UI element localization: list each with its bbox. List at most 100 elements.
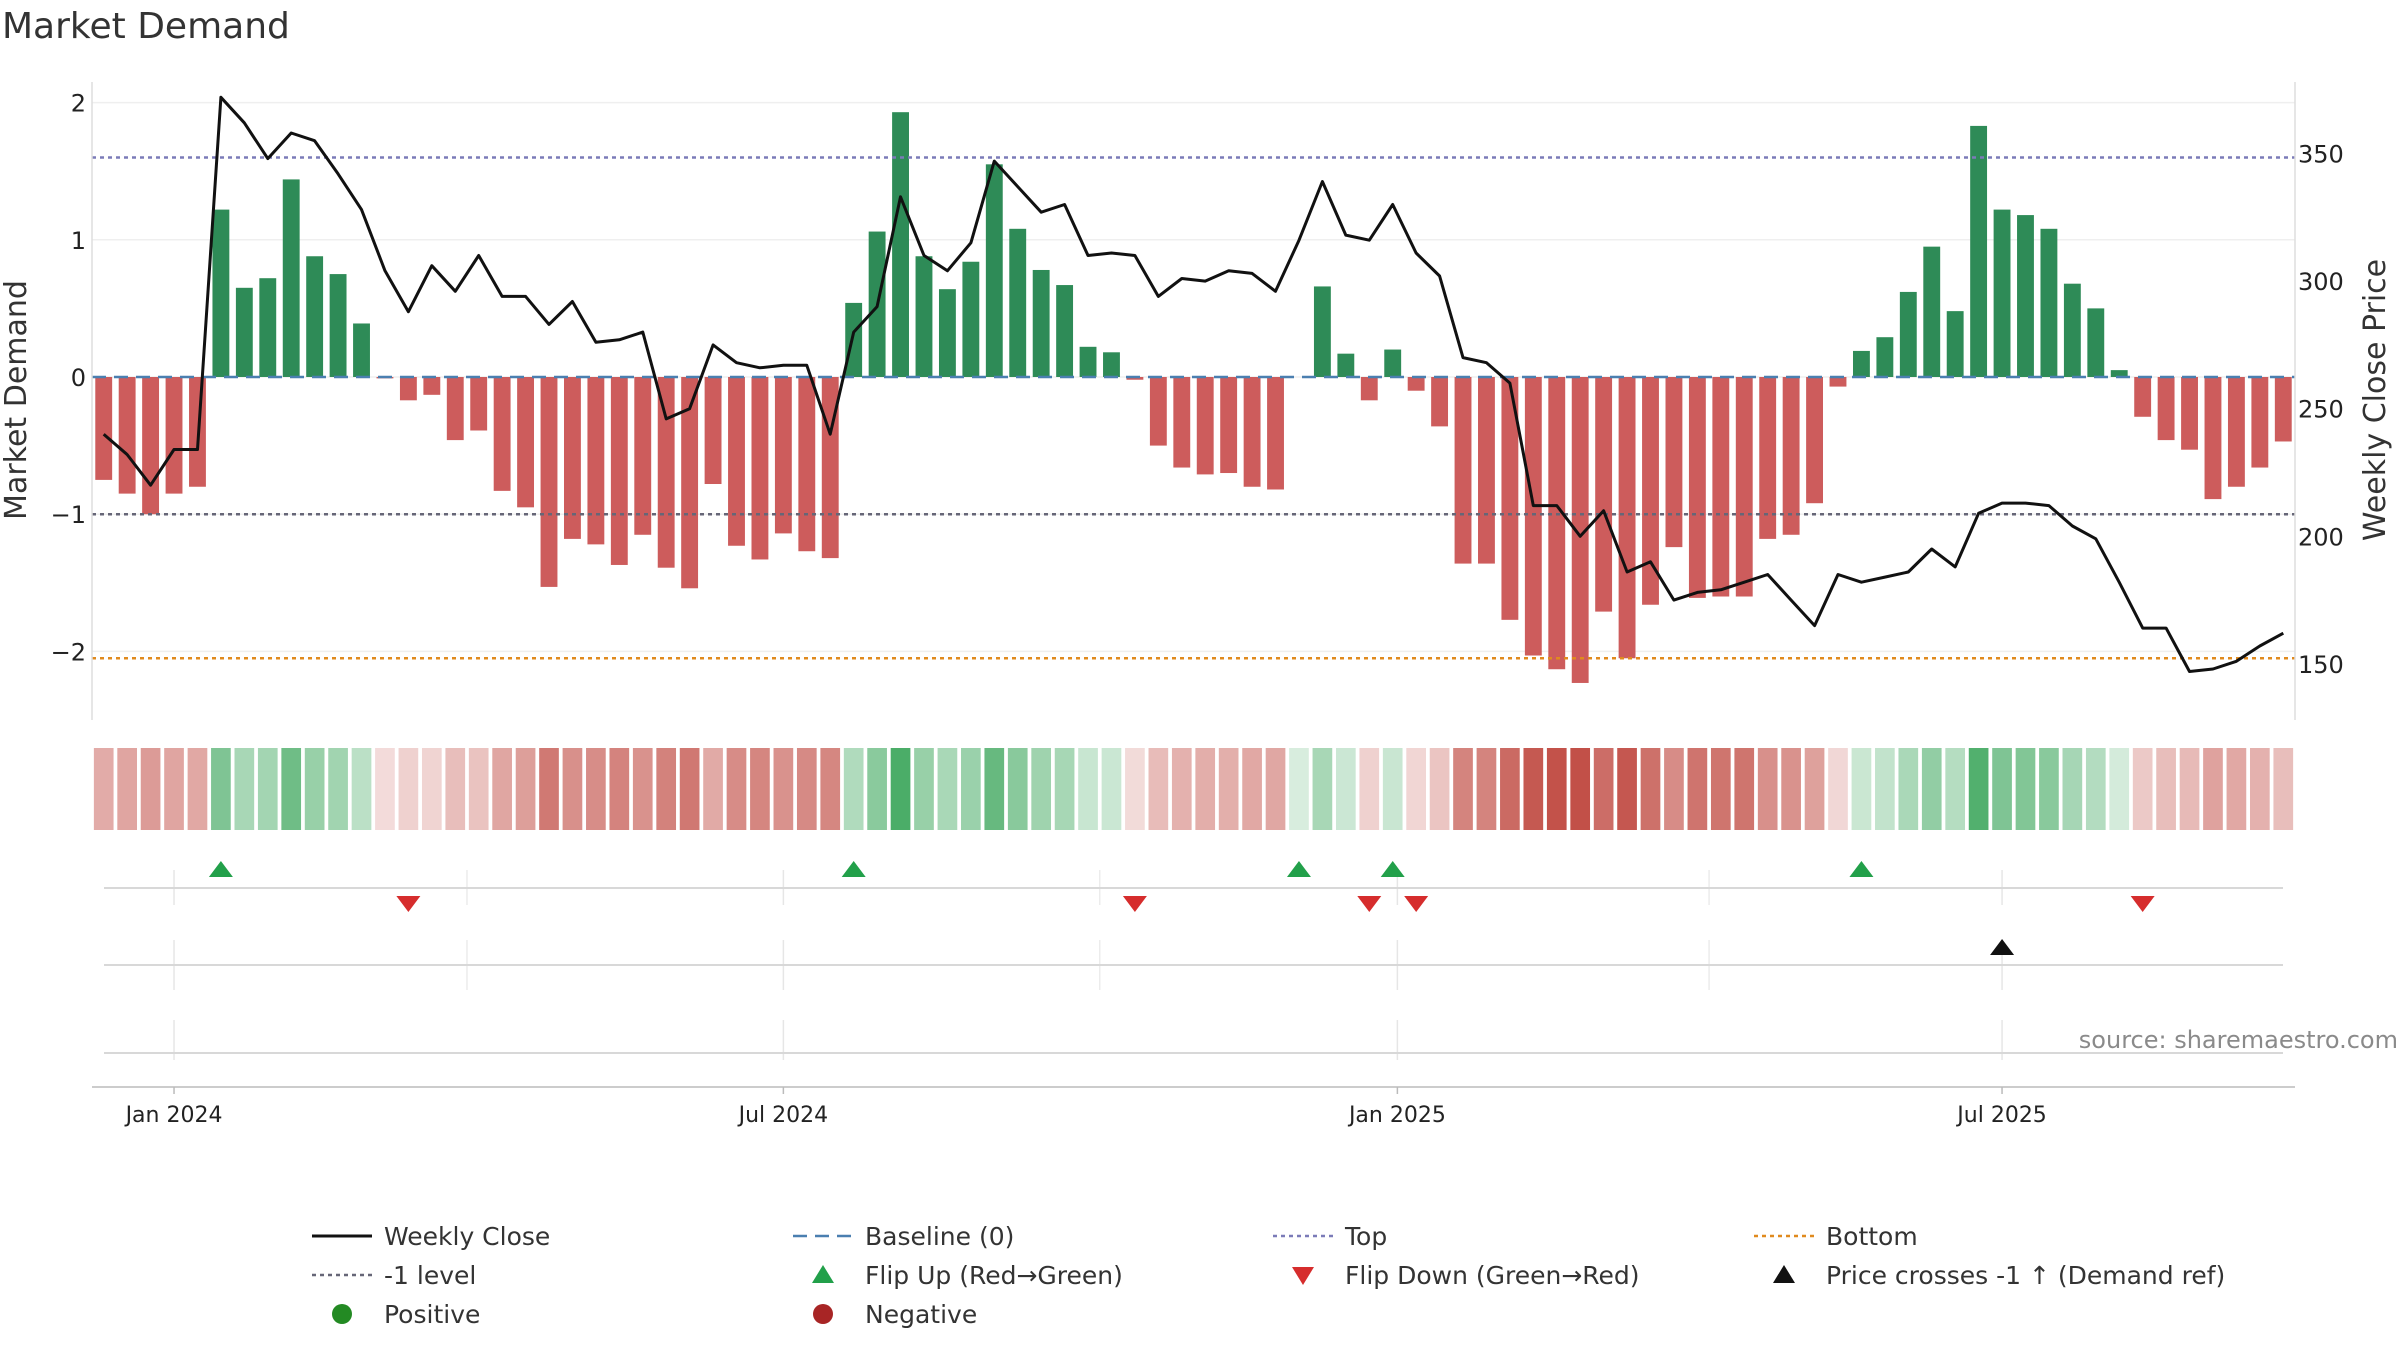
positive-bar <box>259 278 277 377</box>
y-right-tick-label: 250 <box>2298 396 2344 424</box>
negative-bar <box>165 376 183 494</box>
negative-bar <box>1712 376 1730 597</box>
negative-bar <box>798 376 816 552</box>
heat-cell <box>234 748 255 830</box>
positive-bar <box>212 209 230 377</box>
legend-label: Weekly Close <box>384 1222 550 1251</box>
negative-bar <box>2134 376 2152 417</box>
x-tick-label: Jul 2024 <box>737 1103 829 1128</box>
negative-bar <box>1454 376 1472 564</box>
legend-item-close: Weekly Close <box>312 1222 550 1251</box>
legend-label: Flip Down (Green→Red) <box>1345 1261 1640 1290</box>
heat-cell <box>1921 748 1942 830</box>
heat-cell <box>1242 748 1262 830</box>
positive-bar <box>1876 337 1894 377</box>
negative-bar <box>681 376 699 589</box>
negative-bar <box>2204 376 2222 500</box>
positive-bar <box>2110 370 2128 377</box>
heat-cell <box>211 748 231 830</box>
flip-up-marker <box>1380 861 1405 877</box>
negative-bar <box>470 376 488 431</box>
positive-bar <box>2040 228 2058 377</box>
heat-cell <box>562 748 583 830</box>
negative-bar <box>1829 376 1847 387</box>
legend-swatch <box>332 1304 352 1324</box>
heat-cell <box>820 748 841 830</box>
negative-bar <box>1126 376 1144 380</box>
heat-cell <box>2109 748 2130 830</box>
flip-up-marker <box>841 861 866 877</box>
heat-cell <box>1570 748 1591 830</box>
positive-bar <box>2063 283 2081 377</box>
positive-bar <box>1009 228 1027 377</box>
positive-bar <box>1993 209 2011 377</box>
y-right-tick-label: 300 <box>2298 268 2344 296</box>
heat-cell <box>2179 748 2200 830</box>
positive-bar <box>1103 352 1120 377</box>
negative-bar <box>1173 376 1191 468</box>
heat-cell <box>421 748 442 830</box>
heat-cell <box>2039 748 2059 830</box>
legend-item-top: Top <box>1273 1222 1387 1251</box>
legend: Weekly Close Baseline (0) Top Bottom -1 leve… <box>312 1222 2225 1329</box>
flip-down-marker <box>396 896 421 912</box>
heat-cell <box>1687 748 1708 830</box>
negative-bar <box>1571 376 1589 683</box>
positive-bar <box>1946 311 1964 377</box>
heat-cell <box>328 748 348 830</box>
heat-cell <box>1007 748 1028 830</box>
negative-bar <box>1431 376 1449 427</box>
positive-bar <box>938 289 956 377</box>
heat-cell <box>1546 748 1567 830</box>
flip-up-marker <box>1849 861 1874 877</box>
heat-cell <box>351 748 372 830</box>
legend-item-bottom: Bottom <box>1754 1222 1918 1251</box>
heat-cell <box>2226 748 2247 830</box>
positive-bar <box>1032 269 1050 377</box>
positive-bar <box>1970 125 1988 377</box>
weekly-close-line <box>102 95 2285 673</box>
positive-bar <box>1313 286 1331 377</box>
heat-cell <box>1031 748 1052 830</box>
positive-bar <box>306 256 324 377</box>
heat-cell <box>1804 748 1825 830</box>
heat-cell <box>304 748 325 830</box>
heat-cell <box>515 748 536 830</box>
heat-cell <box>750 748 770 830</box>
y-left-tick-label: −1 <box>51 501 86 529</box>
heat-cell <box>1218 748 1239 830</box>
heat-cell <box>1054 748 1075 830</box>
positive-bar <box>1852 350 1870 377</box>
negative-bar <box>1360 376 1378 401</box>
heat-cell <box>937 748 958 830</box>
legend-label: Negative <box>865 1300 977 1329</box>
heat-cell <box>164 748 184 830</box>
heat-cell <box>445 748 466 830</box>
heat-cell <box>2132 748 2153 830</box>
heat-cell <box>961 748 981 830</box>
negative-bar <box>2274 376 2292 442</box>
heat-cell <box>1664 748 1684 830</box>
positive-bar <box>915 256 933 377</box>
legend-item-flip_up: Flip Up (Red→Green) <box>812 1261 1123 1290</box>
negative-bar <box>517 376 535 508</box>
heat-cell <box>1382 748 1403 830</box>
heat-cell <box>492 748 512 830</box>
heat-cell <box>2250 748 2270 830</box>
heat-cell <box>1945 748 1966 830</box>
heat-cell <box>726 748 747 830</box>
positive-bar <box>329 274 347 377</box>
source-note: source: sharemaestro.com <box>2079 1026 2398 1054</box>
flip-up-marker <box>1286 861 1311 877</box>
positive-bar <box>2017 215 2034 377</box>
heat-cell <box>468 748 489 830</box>
heat-cell <box>1148 748 1169 830</box>
negative-bar <box>1243 376 1261 487</box>
flip-down-marker <box>1122 896 1147 912</box>
demand-heat-strip <box>93 748 2294 830</box>
heat-cell <box>1078 748 1098 830</box>
legend-item-baseline: Baseline (0) <box>793 1222 1014 1251</box>
heat-cell <box>2085 748 2106 830</box>
negative-bar <box>1759 376 1777 539</box>
